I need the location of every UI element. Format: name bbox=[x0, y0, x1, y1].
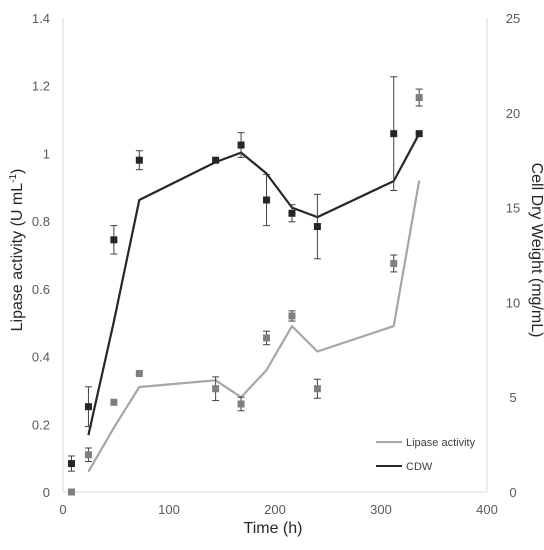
y-right-tick-label: 20 bbox=[506, 106, 520, 121]
y-left-tick-label: 0 bbox=[43, 485, 50, 500]
data-point-cdw bbox=[237, 141, 245, 149]
x-tick-label: 400 bbox=[476, 502, 498, 517]
y-left-tick-label: 1.4 bbox=[32, 11, 50, 26]
y-right-tick-label: 25 bbox=[506, 11, 520, 26]
legend-label-lipase: Lipase activity bbox=[406, 437, 476, 449]
data-point-lipase-activity bbox=[212, 385, 220, 393]
y-left-tick-labels: 0 0.2 0.4 0.6 0.8 1 1.2 1.4 bbox=[32, 11, 50, 500]
series-cdw bbox=[67, 76, 423, 472]
data-point-lipase-activity bbox=[67, 488, 75, 496]
data-point-cdw bbox=[415, 130, 423, 138]
data-point-lipase-activity bbox=[390, 259, 398, 267]
data-point-lipase-activity bbox=[415, 94, 423, 102]
data-point-cdw bbox=[263, 196, 271, 204]
y-left-axis-title-sup: -1 bbox=[8, 174, 19, 183]
x-axis-title: Time (h) bbox=[244, 520, 303, 537]
y-right-tick-label: 0 bbox=[509, 485, 516, 500]
data-point-lipase-activity bbox=[263, 334, 271, 342]
x-tick-label: 0 bbox=[59, 502, 66, 517]
x-tick-label: 100 bbox=[158, 502, 180, 517]
data-point-cdw bbox=[110, 236, 118, 244]
x-tick-label: 300 bbox=[370, 502, 392, 517]
data-point-cdw bbox=[390, 130, 398, 138]
y-right-tick-labels: 0 5 10 15 20 25 bbox=[506, 11, 520, 500]
y-left-tick-label: 0.4 bbox=[32, 350, 50, 365]
legend-label-cdw: CDW bbox=[406, 461, 433, 473]
y-left-tick-label: 0.2 bbox=[32, 417, 50, 432]
y-right-axis-title: Cell Dry Weight (mg/mL) bbox=[528, 163, 544, 338]
data-point-cdw bbox=[313, 223, 321, 231]
data-point-lipase-activity bbox=[288, 312, 296, 320]
y-left-tick-label: 1 bbox=[43, 146, 50, 161]
data-point-lipase-activity bbox=[313, 385, 321, 393]
series-layer bbox=[67, 76, 423, 496]
series-line-cdw bbox=[87, 133, 421, 436]
y-right-tick-label: 15 bbox=[506, 201, 520, 216]
data-point-lipase-activity bbox=[237, 400, 245, 408]
x-tick-label: 200 bbox=[264, 502, 286, 517]
data-point-lipase-activity bbox=[84, 451, 92, 459]
y-left-tick-label: 1.2 bbox=[32, 79, 50, 94]
data-point-cdw bbox=[67, 460, 75, 468]
y-left-axis-title: Lipase activity (U mL-1) bbox=[8, 169, 26, 332]
y-left-axis-title-main: Lipase activity (U mL bbox=[9, 183, 26, 332]
y-left-tick-label: 0.8 bbox=[32, 214, 50, 229]
plot-frame bbox=[62, 18, 488, 493]
y-right-tick-label: 10 bbox=[506, 295, 520, 310]
y-left-axis-title-end: ) bbox=[9, 169, 26, 174]
y-right-tick-label: 5 bbox=[509, 390, 516, 405]
legend: Lipase activity CDW bbox=[376, 437, 476, 473]
data-point-lipase-activity bbox=[110, 398, 118, 406]
y-left-tick-label: 0.6 bbox=[32, 282, 50, 297]
series-lipase-activity bbox=[67, 88, 423, 496]
data-point-cdw bbox=[135, 156, 143, 164]
series-line-lipase-activity bbox=[87, 180, 421, 473]
x-tick-labels: 0 100 200 300 400 bbox=[59, 502, 497, 517]
data-point-cdw bbox=[288, 209, 296, 217]
data-point-cdw bbox=[84, 403, 92, 411]
data-point-lipase-activity bbox=[135, 370, 143, 377]
data-point-cdw bbox=[212, 156, 220, 164]
